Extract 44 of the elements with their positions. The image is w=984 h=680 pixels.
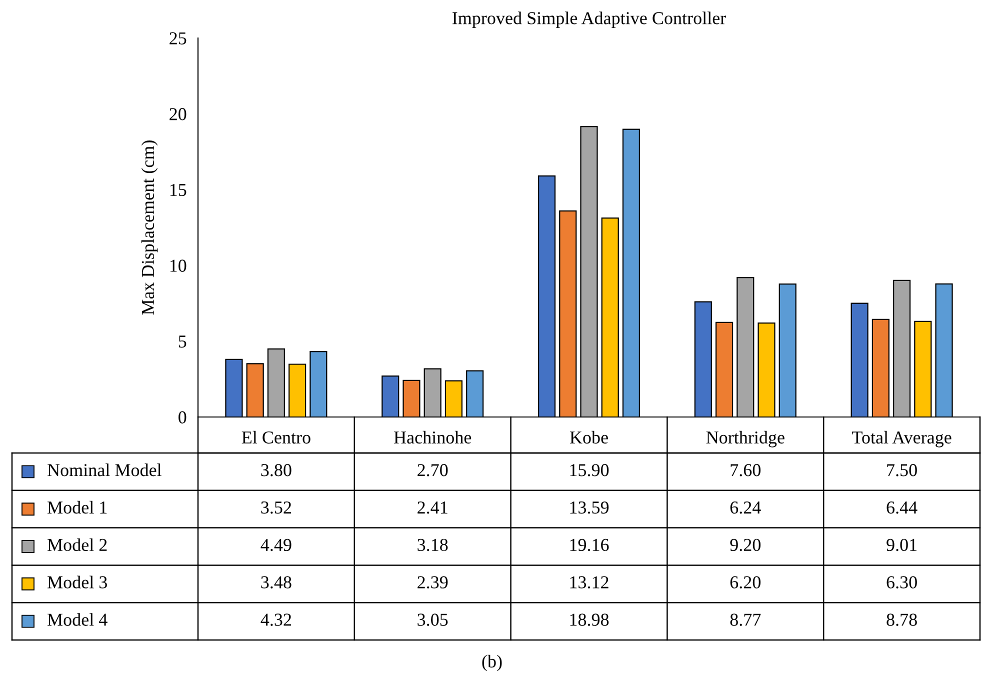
y-axis-title: Max Displacement (cm) — [141, 140, 158, 315]
data-label: 9.01 — [886, 538, 917, 552]
data-label: 4.32 — [260, 614, 292, 626]
data-label: 6.24 — [730, 501, 761, 514]
data-label: 6.20 — [730, 576, 761, 588]
data-label: 3.48 — [261, 576, 292, 588]
data-label: 2.70 — [418, 464, 448, 476]
data-label: 8.77 — [730, 614, 761, 626]
x-tick-label: El Centro — [242, 430, 310, 444]
data-label: 8.78 — [886, 614, 917, 626]
data-label: 13.59 — [570, 501, 609, 514]
y-tick-label: 15 — [170, 184, 186, 196]
x-tick-label: Kobe — [570, 430, 608, 444]
x-tick-label: Hachinohe — [394, 430, 472, 444]
y-tick-label: 25 — [170, 32, 186, 44]
y-tick-label: 0 — [178, 411, 186, 424]
data-label: 4.49 — [260, 538, 292, 552]
data-label: 7.50 — [887, 464, 917, 476]
data-label: 2.39 — [418, 576, 448, 588]
data-label: 18.98 — [570, 614, 609, 626]
data-label: 15.90 — [570, 464, 609, 476]
data-label: 3.80 — [261, 464, 292, 476]
y-tick-label: 10 — [170, 260, 186, 272]
data-label: 19.16 — [570, 538, 609, 552]
legend-label: Model 2 — [48, 538, 107, 552]
data-label: 6.44 — [886, 501, 918, 514]
y-tick-label: 20 — [170, 108, 186, 120]
legend-label: Model 4 — [48, 613, 108, 626]
data-label: 3.18 — [418, 538, 448, 552]
data-label: 6.30 — [886, 576, 917, 588]
legend-label: Model 3 — [48, 576, 107, 588]
x-tick-label: Northridge — [706, 430, 784, 448]
data-label: 7.60 — [730, 464, 761, 476]
data-label: 9.20 — [730, 538, 761, 552]
data-label: 2.41 — [418, 501, 448, 514]
y-tick-label: 5 — [178, 336, 186, 348]
data-label: 3.52 — [261, 501, 292, 514]
x-tick-label: Total Average — [852, 430, 952, 448]
chart-title: Improved Simple Adaptive Controller — [452, 12, 726, 28]
legend-label: Nominal Model — [48, 464, 162, 476]
data-label: 13.12 — [570, 576, 608, 588]
text: (b) — [482, 654, 502, 672]
legend-label: Model 1 — [48, 500, 107, 514]
data-label: 3.05 — [418, 614, 448, 626]
